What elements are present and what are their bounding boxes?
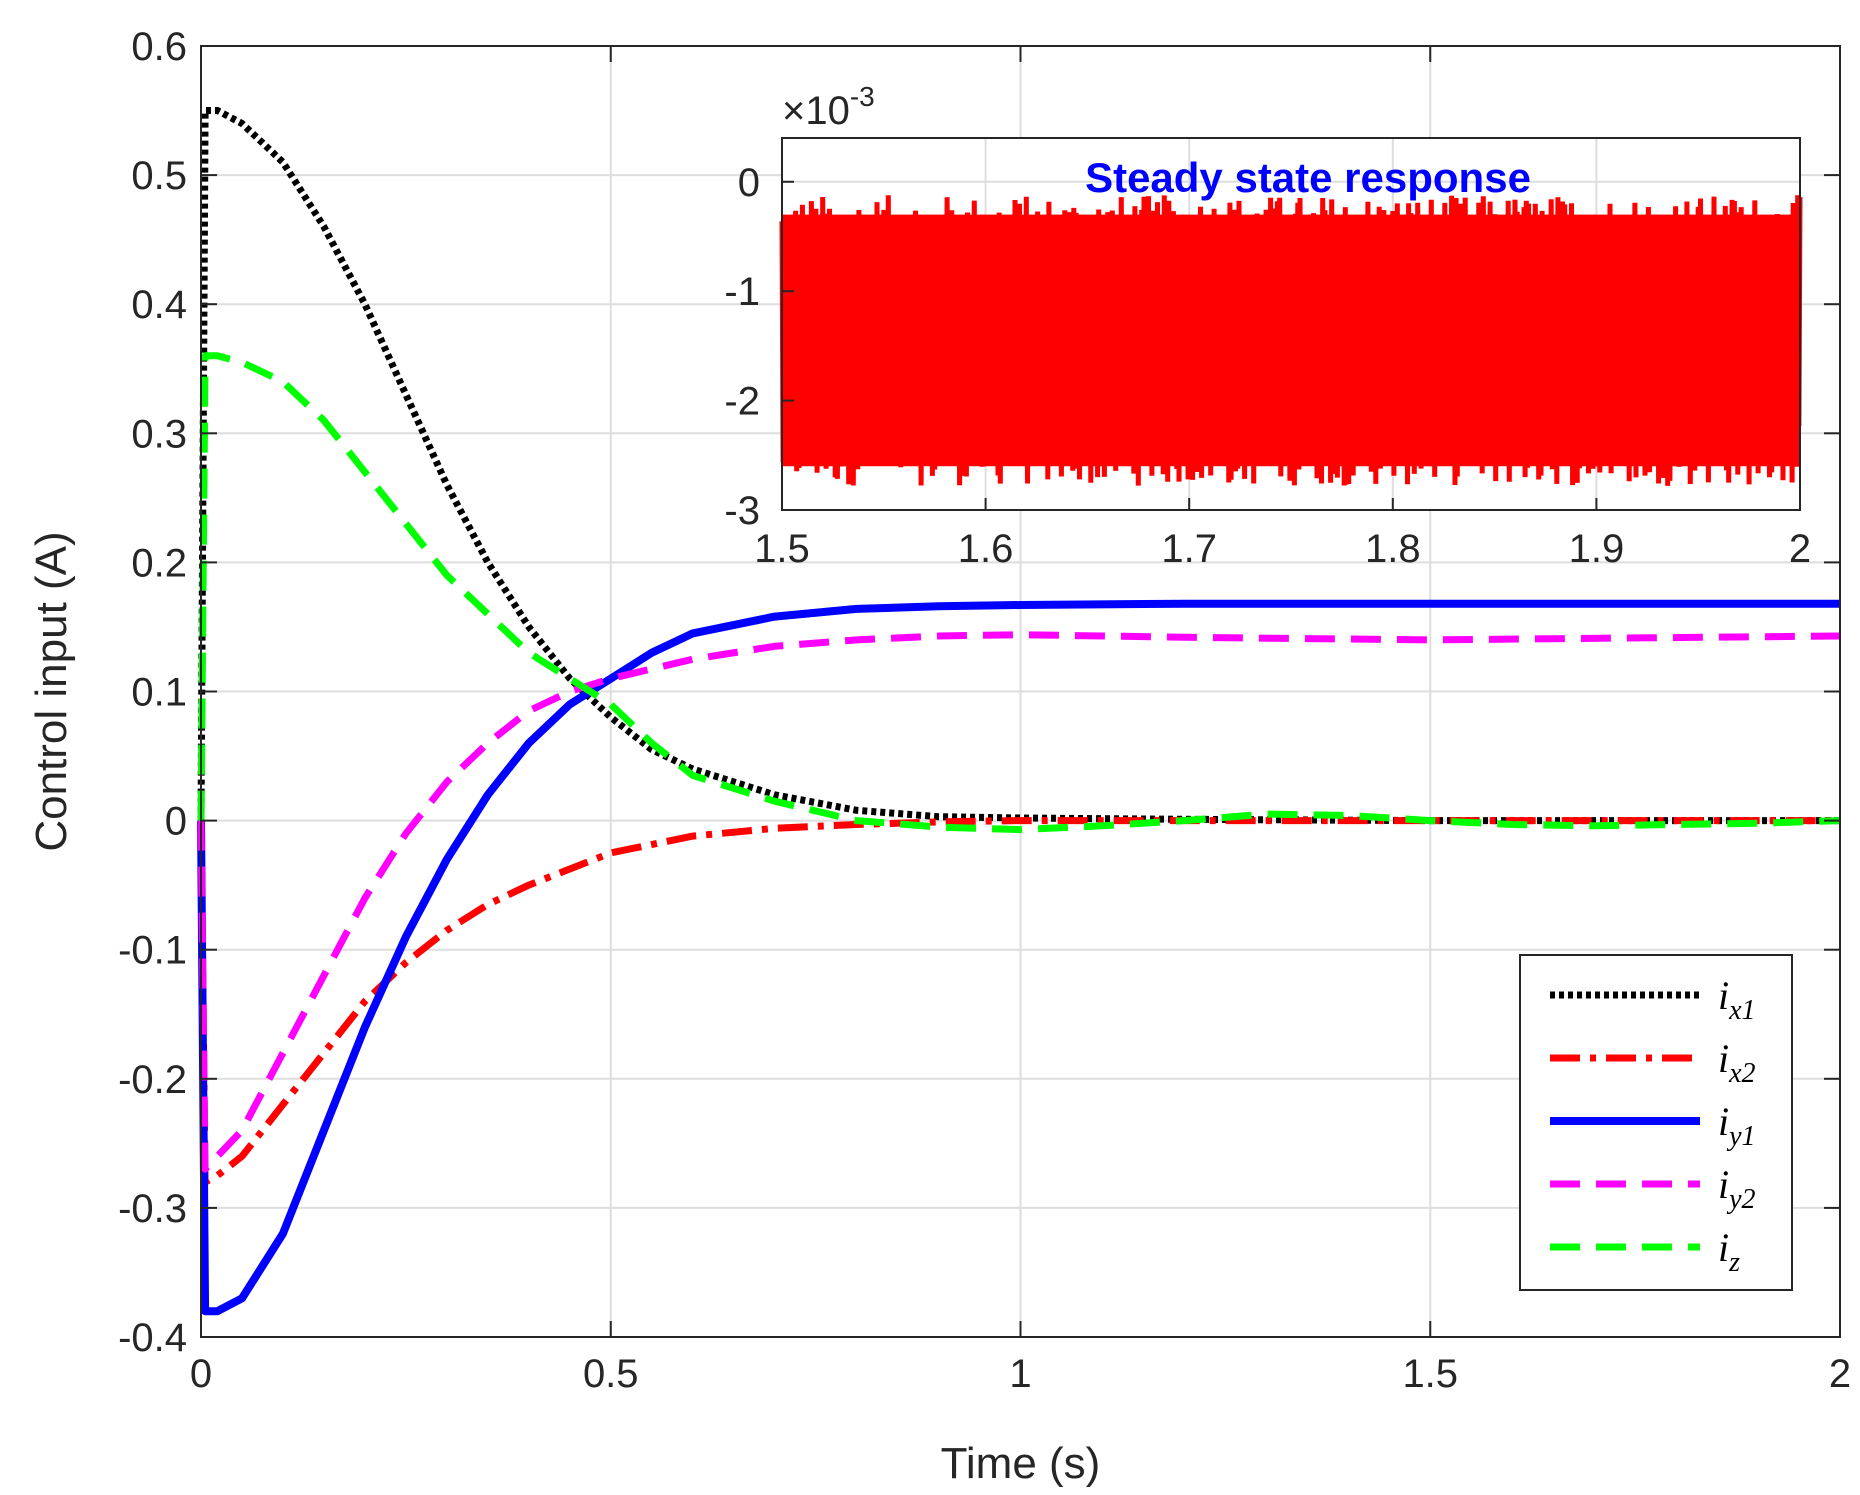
legend-label-i-y1: iy1 xyxy=(1718,1099,1756,1152)
main-series xyxy=(197,107,1841,1316)
main-ticks: 0 0.5 1 1.5 2 -0.4 -0.3 -0.2 -0.1 0 0.1 0.2 0.3 0.4 0.… xyxy=(118,25,1851,1396)
inset-y-tick-label: -1 xyxy=(724,270,760,314)
legend-label-base: i xyxy=(1718,1099,1729,1144)
inset-x-tick-label: 1.9 xyxy=(1569,527,1625,571)
y-tick-label: 0.2 xyxy=(131,541,187,585)
series-line-i-z xyxy=(197,352,1841,834)
legend-label-subscript: x2 xyxy=(1728,1058,1755,1089)
inset-y-tick-label: -2 xyxy=(724,380,760,424)
y-tick-label: 0.3 xyxy=(131,412,187,456)
inset-x-tick-label: 1.7 xyxy=(1161,527,1217,571)
legend-label-base: i xyxy=(1718,973,1729,1018)
inset-x-tick-label: 1.6 xyxy=(958,527,1014,571)
x-tick-label: 0 xyxy=(190,1352,212,1396)
inset-exponent-base: ×10 xyxy=(782,89,850,133)
y-tick-label: 0.6 xyxy=(131,25,187,69)
inset-series xyxy=(779,195,1803,486)
y-axis-label: Control input (A) xyxy=(27,531,76,851)
legend-label-subscript: x1 xyxy=(1728,995,1755,1026)
inset-exponent-power: -3 xyxy=(850,81,875,112)
y-tick-label: -0.3 xyxy=(118,1187,187,1231)
x-axis-label: Time (s) xyxy=(941,1439,1101,1488)
x-tick-label: 1.5 xyxy=(1402,1352,1458,1396)
inset-plot-frame xyxy=(781,137,1801,511)
series-line-i-y2 xyxy=(197,631,1841,1173)
series-line-i-y1 xyxy=(197,599,1840,1316)
x-tick-label: 2 xyxy=(1829,1352,1851,1396)
inset-noise-band xyxy=(782,214,1800,467)
legend-label-base: i xyxy=(1718,1162,1729,1207)
inset-y-tick-label: 0 xyxy=(738,161,760,205)
legend-label-i-y2: iy2 xyxy=(1718,1162,1756,1215)
x-tick-label: 0.5 xyxy=(583,1352,639,1396)
inset-x-tick-label: 2 xyxy=(1789,527,1811,571)
legend-label-base: i xyxy=(1718,1225,1729,1270)
inset-ticks: 1.5 1.6 1.7 1.8 1.9 2 0 -1 -2 -3 xyxy=(724,161,1811,571)
x-tick-label: 1 xyxy=(1009,1352,1031,1396)
y-tick-label: -0.4 xyxy=(118,1316,187,1360)
legend-label-subscript: y1 xyxy=(1726,1121,1755,1152)
y-tick-label: -0.2 xyxy=(118,1058,187,1102)
inset-x-tick-label: 1.5 xyxy=(754,527,810,571)
legend-label-i-x1: ix1 xyxy=(1718,973,1756,1026)
series-line-i-x1 xyxy=(197,107,1840,825)
inset-title: Steady state response xyxy=(1085,154,1531,201)
y-tick-label: 0.5 xyxy=(131,154,187,198)
series-line-i-x2 xyxy=(197,817,1840,1186)
inset-axes: 1.5 1.6 1.7 1.8 1.9 2 0 -1 -2 -3 Steady state res… xyxy=(724,81,1811,571)
legend-label-base: i xyxy=(1718,1036,1729,1081)
legend-label-subscript: z xyxy=(1728,1247,1740,1278)
y-tick-label: 0.4 xyxy=(131,283,187,327)
inset-y-tick-label: -3 xyxy=(724,489,760,533)
y-tick-label: 0 xyxy=(165,800,187,844)
legend-label-subscript: y2 xyxy=(1726,1184,1755,1215)
y-tick-label: 0.1 xyxy=(131,671,187,715)
y-tick-label: -0.1 xyxy=(118,929,187,973)
inset-exponent-label: ×10-3 xyxy=(782,81,875,133)
inset-x-tick-label: 1.8 xyxy=(1365,527,1421,571)
legend-label-i-x2: ix2 xyxy=(1718,1036,1756,1089)
legend-label-i-z: iz xyxy=(1718,1225,1740,1278)
